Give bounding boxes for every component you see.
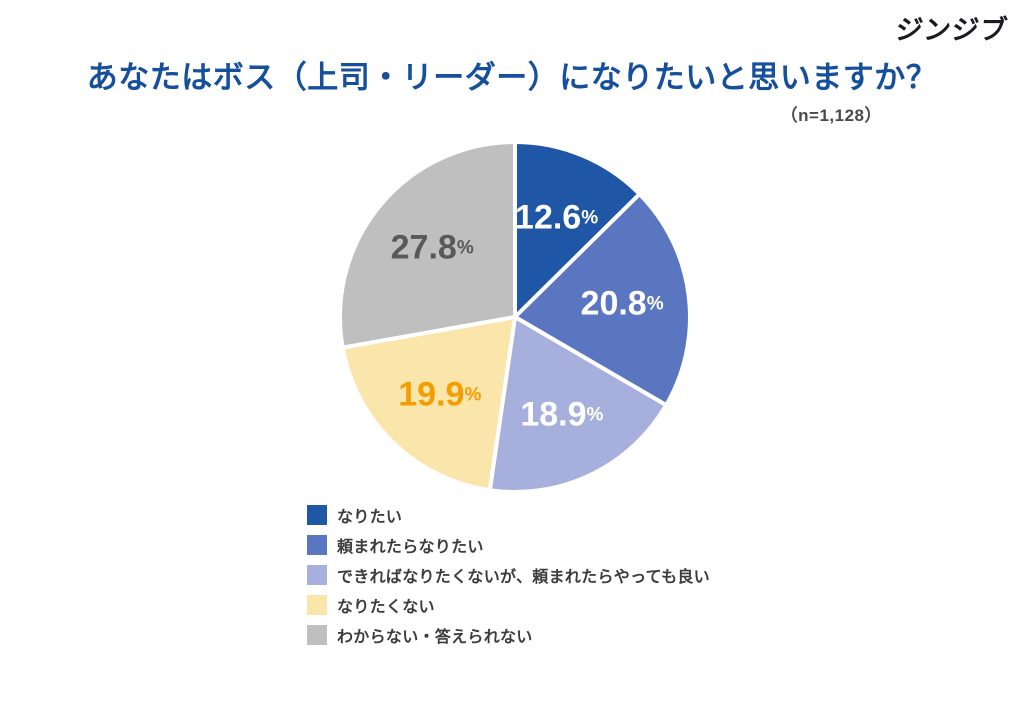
legend-swatch [307, 624, 327, 645]
legend-label: わからない・答えられない [337, 628, 533, 646]
legend: なりたい頼まれたらなりたいできればなりたくないが、頼まれたらやっても良い なりたく… [307, 504, 710, 646]
pie-slice-value-label: 12.6% [515, 198, 598, 236]
legend-label: できればなりたくないが、頼まれたらやっても良い [337, 568, 710, 586]
legend-swatch [307, 534, 327, 555]
legend-label: なりたくない [337, 598, 435, 616]
pie-slice [338, 140, 517, 350]
pie-slice-value-label: 20.8% [581, 285, 664, 323]
legend-swatch [307, 504, 327, 525]
pie-slice-value-label: 18.9% [520, 395, 603, 433]
legend-swatch [307, 564, 327, 585]
legend-item: わからない・答えられない [307, 624, 710, 646]
pie-slice [487, 315, 669, 494]
pie-slice [513, 140, 642, 319]
company-logo: ジンジブ [893, 15, 1010, 45]
legend-label: なりたい [337, 508, 403, 526]
legend-item: できればなりたくないが、頼まれたらやっても良い [307, 564, 710, 586]
pie-slice-value-label: 19.9% [398, 376, 481, 414]
pie-slice-value-label: 27.8% [391, 229, 474, 267]
pie-slice [513, 192, 692, 408]
legend-swatch [307, 594, 327, 615]
sample-size-note: （n=1,128） [780, 106, 882, 125]
legend-item: なりたくない [307, 594, 710, 616]
pie-slice [340, 315, 517, 493]
chart-title: あなたはボス（上司・リーダー）になりたいと思いますか？ [86, 60, 938, 95]
legend-label: 頼まれたらなりたい [337, 538, 484, 556]
legend-item: 頼まれたらなりたい [307, 534, 710, 556]
legend-item: なりたい [307, 504, 710, 526]
pie-chart: 12.6% 20.8% 18.9% 19.9% 27.8% [338, 140, 692, 494]
